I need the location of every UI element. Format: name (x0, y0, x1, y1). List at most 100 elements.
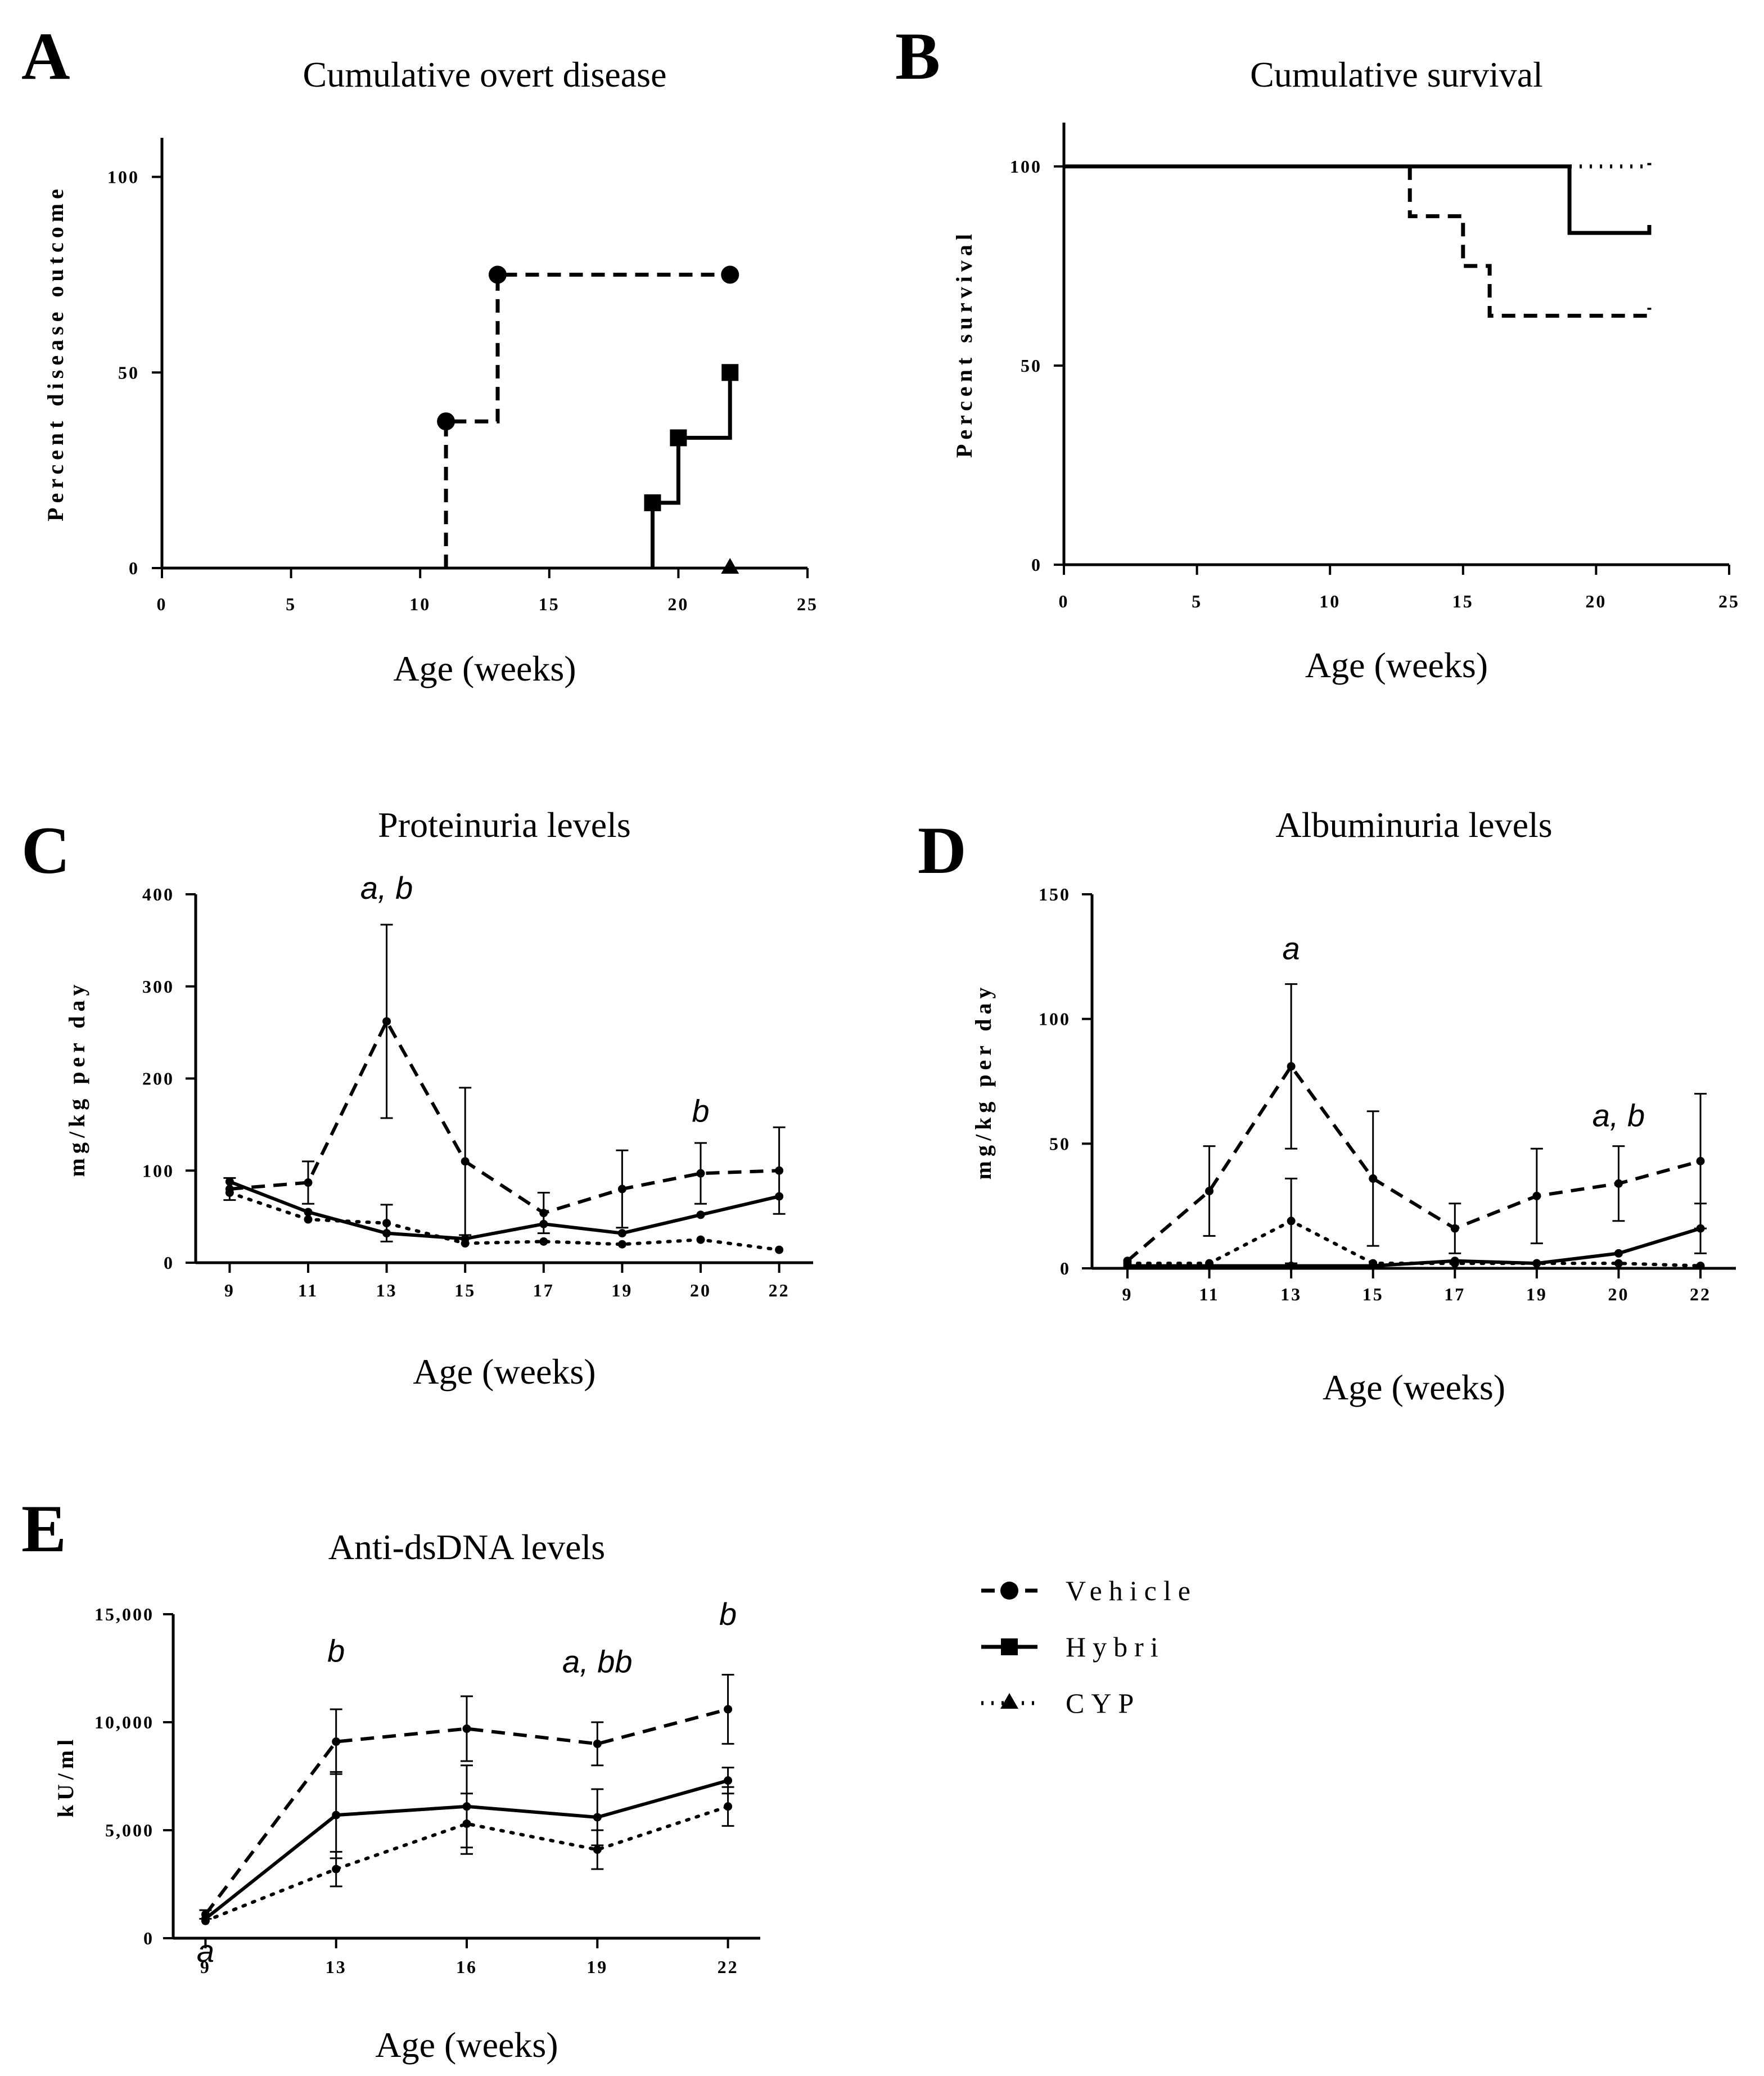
panel-d-xtick-label: 19 (1526, 1284, 1548, 1304)
panel-e-point-vehicle (462, 1724, 471, 1733)
panel-e-series-vehicle (199, 1674, 734, 1920)
panel-d-annotation: a (1283, 930, 1300, 966)
panel-d-point-vehicle (1696, 1156, 1705, 1165)
panel-d-annotation: a, b (1592, 1097, 1645, 1133)
panel-c-xtick-label: 9 (224, 1280, 235, 1300)
panel-c: C Proteinuria levels Age (weeks) mg/kg per … (21, 805, 813, 1391)
panel-a-xtick-label: 10 (409, 594, 431, 614)
panel-e-ytick-label: 5,000 (105, 1820, 154, 1840)
panel-d-ytick-label: 50 (1049, 1133, 1071, 1154)
panel-d-point-vehicle (1614, 1179, 1623, 1188)
panel-c-xtick-label: 17 (533, 1280, 554, 1300)
panel-e-xlabel: Age (weeks) (375, 2025, 558, 2065)
panel-e-ytick-label: 15,000 (94, 1604, 154, 1624)
panel-d-title: Albuminuria levels (1275, 805, 1552, 845)
panel-c-point-hybri (696, 1210, 705, 1219)
legend-label-hybri: Hybri (1066, 1631, 1165, 1663)
panel-d-point-hybri (1614, 1249, 1623, 1258)
panel-c-point-cyp (304, 1215, 313, 1224)
panel-b-series-hybri (1064, 164, 1652, 235)
panel-a-marker-hybri (670, 429, 687, 447)
panel-e-ytick-label: 10,000 (94, 1712, 154, 1732)
panel-b-xtick-label: 15 (1452, 591, 1474, 611)
panel-e-point-hybri (332, 1811, 341, 1820)
panel-c-ytick-label: 400 (142, 884, 174, 904)
panel-b-xtick-label: 0 (1059, 591, 1070, 611)
panel-d-ylabel: mg/kg per day (971, 983, 996, 1180)
panel-b-xtick-label: 5 (1192, 591, 1202, 611)
panel-a-marker-hybri (721, 364, 739, 381)
panel-d-ytick-label: 0 (1060, 1258, 1071, 1278)
panel-c-line-hybri (229, 1180, 780, 1241)
panel-a-ylabel: Percent disease outcome (43, 184, 68, 521)
panel-e-point-vehicle (332, 1737, 341, 1746)
panel-c-annotation: a, b (360, 870, 413, 906)
panel-c-point-cyp (617, 1240, 626, 1249)
panel-c-letter: C (21, 813, 70, 888)
panel-c-point-vehicle (617, 1185, 626, 1194)
panel-b-xtick-label: 10 (1319, 591, 1341, 611)
panel-e-point-cyp (724, 1802, 733, 1811)
panel-a: A Cumulative overt disease Age (weeks) Perc… (21, 19, 816, 688)
panel-b-line-hybri (1064, 164, 1652, 235)
panel-c-series-vehicle (223, 924, 786, 1236)
panel-b: B Cumulative survival Age (weeks) Percent s… (895, 19, 1738, 685)
panel-e-annotation: b (719, 1596, 737, 1632)
legend-label-cyp: CYP (1066, 1687, 1140, 1719)
panel-b-title: Cumulative survival (1250, 55, 1543, 94)
panel-c-title: Proteinuria levels (378, 805, 631, 845)
panel-d-ytick-label: 150 (1039, 884, 1071, 904)
legend-item-cyp: CYP (981, 1687, 1140, 1719)
panel-c-line-vehicle (229, 1017, 779, 1215)
panel-e-point-hybri (593, 1813, 602, 1822)
panel-d-ytick-label: 100 (1039, 1009, 1071, 1029)
panel-c-point-vehicle (775, 1166, 784, 1175)
panel-e-point-cyp (332, 1865, 341, 1874)
panel-c-xlabel: Age (weeks) (413, 1352, 595, 1391)
panel-c-point-hybri (775, 1192, 784, 1201)
panel-c-xtick-label: 15 (454, 1280, 476, 1300)
panel-c-xtick-label: 13 (376, 1280, 398, 1300)
panel-c-point-cyp (696, 1235, 705, 1244)
panel-d-line-vehicle (1126, 1063, 1701, 1262)
panel-e-xtick-label: 9 (200, 1957, 211, 1977)
panel-c-ytick-label: 300 (142, 976, 174, 997)
panel-e-point-hybri (724, 1776, 733, 1785)
panel-c-point-hybri (304, 1208, 313, 1217)
panel-d-xtick-label: 9 (1122, 1284, 1133, 1304)
panel-a-marker-vehicle (437, 412, 455, 431)
panel-d-xtick-label: 11 (1199, 1284, 1219, 1304)
panel-d: D Albuminuria levels Age (weeks) mg/kg per … (918, 805, 1736, 1407)
panel-d-point-cyp (1369, 1259, 1378, 1268)
panel-d-point-cyp (1123, 1259, 1132, 1268)
panel-b-line-vehicle (1407, 166, 1652, 318)
panel-a-line-hybri (651, 372, 732, 568)
panel-e-annotation: a, bb (562, 1644, 633, 1679)
panel-c-annotation: b (692, 1093, 709, 1128)
panel-c-point-cyp (225, 1188, 234, 1197)
panel-e-line-vehicle (204, 1708, 729, 1916)
panel-c-ytick-label: 200 (142, 1069, 174, 1089)
panel-c-series-cyp (225, 1188, 784, 1254)
panel-d-point-vehicle (1205, 1187, 1214, 1196)
panel-b-letter: B (895, 19, 940, 93)
panel-d-point-vehicle (1450, 1224, 1459, 1233)
panel-d-xlabel: Age (weeks) (1323, 1367, 1505, 1407)
panel-e-xtick-label: 19 (587, 1957, 608, 1977)
panel-a-xtick-label: 5 (286, 594, 296, 614)
legend-label-vehicle: Vehicle (1066, 1575, 1197, 1606)
panel-d-point-cyp (1696, 1262, 1705, 1271)
panel-c-xtick-label: 11 (298, 1280, 318, 1300)
panel-a-xtick-label: 15 (539, 594, 560, 614)
panel-d-xtick-label: 20 (1608, 1284, 1629, 1304)
panel-a-xtick-label: 20 (667, 594, 689, 614)
panel-d-xtick-label: 15 (1363, 1284, 1384, 1304)
panel-d-point-cyp (1205, 1259, 1214, 1268)
panel-e: E Anti-dsDNA levels Age (weeks) kU/ml 0 5,000… (21, 1491, 760, 2065)
panel-a-marker-cyp (721, 558, 739, 574)
legend-marker-cyp (1000, 1693, 1018, 1709)
panel-b-ytick-label: 100 (1010, 156, 1042, 177)
panel-d-point-vehicle (1287, 1062, 1296, 1071)
panel-c-xtick-label: 20 (690, 1280, 711, 1300)
panel-e-point-vehicle (593, 1739, 602, 1748)
